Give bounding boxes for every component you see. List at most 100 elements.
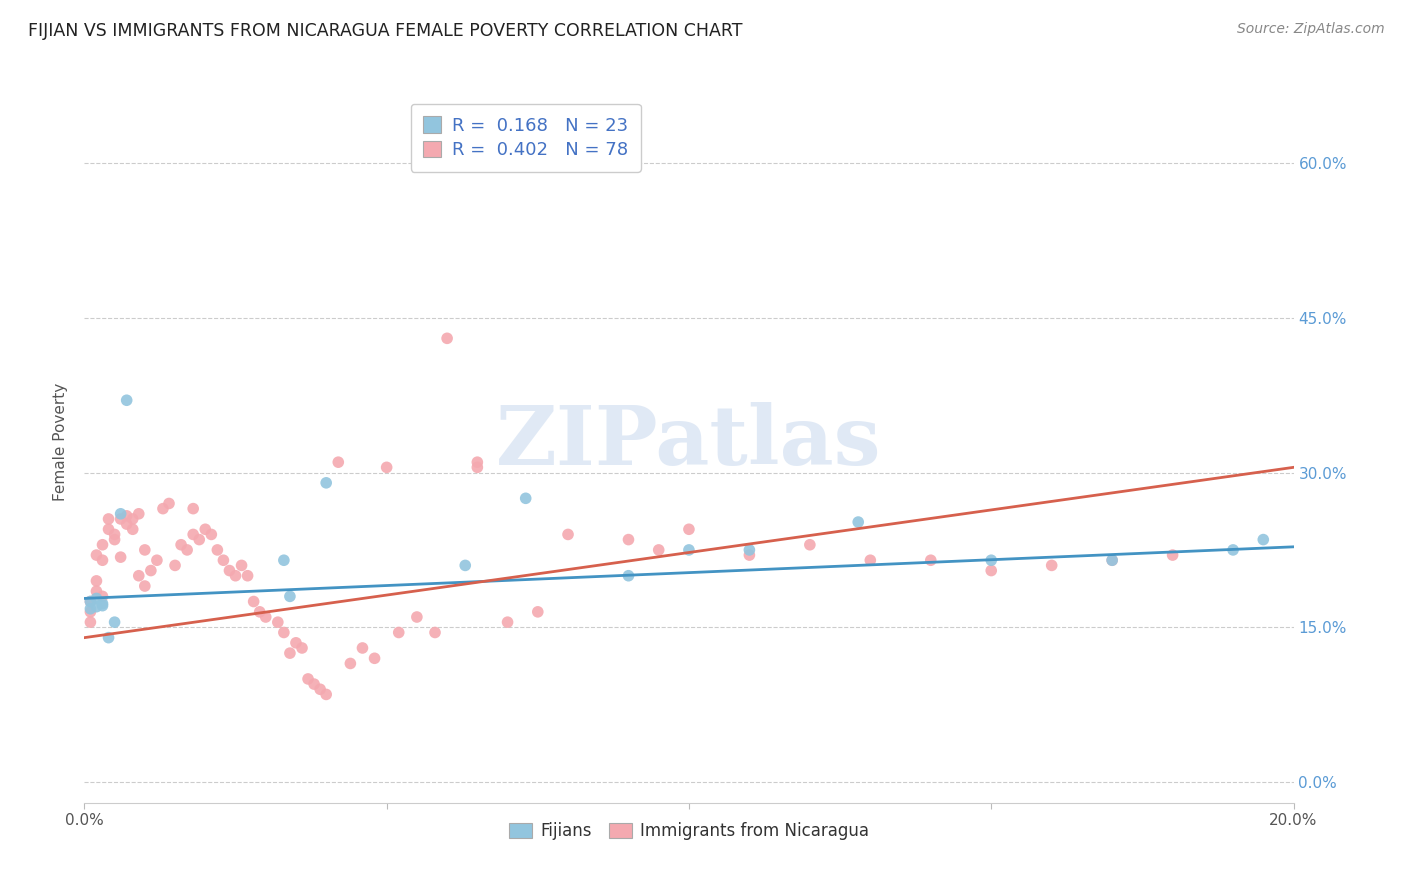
Point	[980, 553, 1002, 567]
Point	[738, 542, 761, 557]
Point	[97, 522, 120, 536]
Point	[79, 594, 101, 608]
Point	[291, 640, 314, 655]
Point	[181, 501, 204, 516]
Point	[231, 558, 253, 573]
Point	[859, 553, 882, 567]
Point	[236, 568, 259, 582]
Point	[309, 682, 332, 697]
Point	[152, 501, 174, 516]
Point	[515, 491, 537, 506]
Point	[212, 553, 235, 567]
Point	[79, 605, 101, 619]
Point	[86, 591, 108, 606]
Point	[738, 548, 761, 562]
Point	[406, 610, 429, 624]
Point	[273, 553, 295, 567]
Point	[273, 625, 295, 640]
Point	[375, 460, 398, 475]
Point	[115, 508, 138, 523]
Y-axis label: Female Poverty: Female Poverty	[53, 383, 69, 500]
Point	[91, 599, 114, 613]
Point	[97, 512, 120, 526]
Point	[194, 522, 217, 536]
Point	[454, 558, 477, 573]
Point	[363, 651, 385, 665]
Point	[86, 574, 108, 588]
Point	[1101, 553, 1123, 567]
Text: ZIPatlas: ZIPatlas	[496, 401, 882, 482]
Point	[115, 517, 138, 532]
Point	[617, 568, 640, 582]
Point	[218, 564, 240, 578]
Point	[423, 625, 446, 640]
Point	[1040, 558, 1063, 573]
Point	[467, 460, 489, 475]
Point	[388, 625, 411, 640]
Point	[225, 568, 247, 582]
Point	[128, 568, 150, 582]
Point	[1101, 553, 1123, 567]
Point	[188, 533, 211, 547]
Legend: Fijians, Immigrants from Nicaragua: Fijians, Immigrants from Nicaragua	[501, 814, 877, 848]
Point	[104, 615, 127, 630]
Point	[86, 599, 108, 614]
Point	[146, 553, 169, 567]
Point	[297, 672, 319, 686]
Point	[139, 564, 162, 578]
Point	[91, 538, 114, 552]
Point	[278, 590, 301, 604]
Point	[339, 657, 361, 671]
Point	[315, 687, 337, 701]
Point	[115, 393, 138, 408]
Point	[86, 584, 108, 599]
Point	[527, 605, 550, 619]
Point	[91, 597, 114, 611]
Point	[170, 538, 193, 552]
Point	[91, 553, 114, 567]
Point	[799, 538, 821, 552]
Point	[157, 496, 180, 510]
Point	[846, 515, 869, 529]
Point	[285, 636, 308, 650]
Point	[110, 507, 132, 521]
Point	[1253, 533, 1275, 547]
Point	[436, 331, 458, 345]
Point	[121, 522, 143, 536]
Point	[352, 640, 374, 655]
Point	[121, 512, 143, 526]
Point	[79, 615, 101, 630]
Point	[496, 615, 519, 630]
Point	[110, 512, 132, 526]
Point	[176, 542, 198, 557]
Point	[86, 548, 108, 562]
Point	[315, 475, 337, 490]
Point	[1222, 542, 1244, 557]
Point	[79, 594, 101, 608]
Point	[267, 615, 290, 630]
Point	[200, 527, 222, 541]
Point	[254, 610, 277, 624]
Point	[617, 533, 640, 547]
Point	[134, 579, 156, 593]
Text: Source: ZipAtlas.com: Source: ZipAtlas.com	[1237, 22, 1385, 37]
Point	[328, 455, 350, 469]
Point	[249, 605, 271, 619]
Point	[104, 527, 127, 541]
Point	[980, 564, 1002, 578]
Point	[242, 594, 264, 608]
Point	[302, 677, 325, 691]
Point	[134, 542, 156, 557]
Point	[104, 533, 127, 547]
Text: FIJIAN VS IMMIGRANTS FROM NICARAGUA FEMALE POVERTY CORRELATION CHART: FIJIAN VS IMMIGRANTS FROM NICARAGUA FEMA…	[28, 22, 742, 40]
Point	[181, 527, 204, 541]
Point	[207, 542, 229, 557]
Point	[79, 601, 101, 615]
Point	[678, 522, 700, 536]
Point	[920, 553, 942, 567]
Point	[678, 542, 700, 557]
Point	[648, 542, 671, 557]
Point	[1161, 548, 1184, 562]
Point	[278, 646, 301, 660]
Point	[110, 550, 132, 565]
